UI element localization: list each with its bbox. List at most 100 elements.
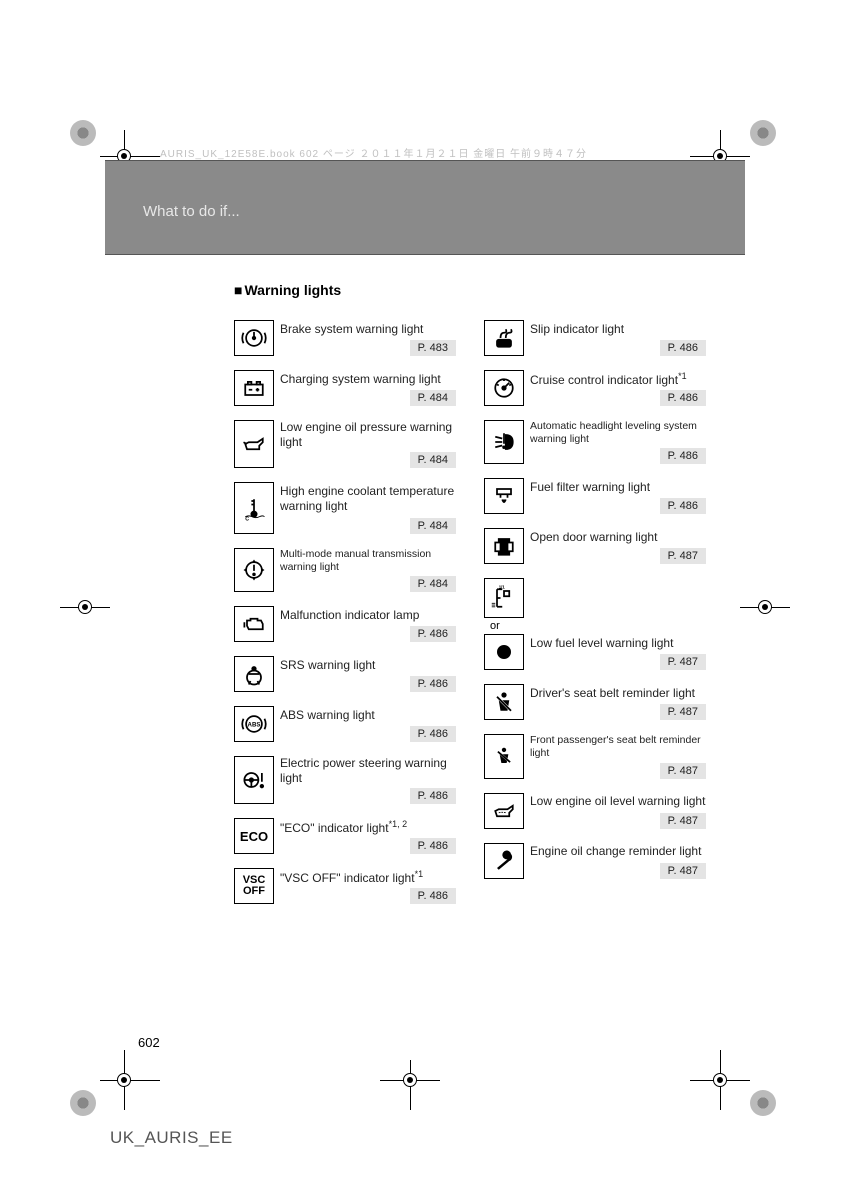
page-reference: P. 487 [660,813,706,829]
print-metadata: AURIS_UK_12E58E.book 602 ページ ２０１１年１月２１日 … [160,145,587,160]
page-reference: P. 486 [410,788,456,804]
page-reference: P. 487 [660,704,706,720]
section-title: Warning lights [234,282,341,298]
left-column: Brake system warning lightP. 483 Charging… [234,320,456,904]
or-label: or [490,620,706,632]
footer-code: UK_AURIS_EE [110,1128,233,1148]
right-column: Slip indicator lightP. 486Cruise control… [484,320,706,904]
item-body: High engine coolant temperature warning … [280,482,456,534]
page-reference: P. 484 [410,452,456,468]
item-body: Brake system warning lightP. 483 [280,320,456,356]
temp-icon: C [234,482,274,534]
page-reference: P. 486 [410,726,456,742]
door-icon [484,528,524,564]
page-reference: P. 486 [410,626,456,642]
warning-item: Multi-mode manual transmission warning l… [234,548,456,592]
fuelgauge-icon: 1/1 [484,578,524,618]
warning-item: Open door warning lightP. 487 [484,528,706,564]
page-number: 602 [138,1035,160,1050]
item-body: Charging system warning lightP. 484 [280,370,456,406]
header-title: What to do if... [143,203,240,220]
item-body: Front passenger's seat belt reminder lig… [530,734,706,778]
battery-icon [234,370,274,406]
vscoff-icon: VSCOFF [234,868,274,904]
item-body: Electric power steering warning lightP. … [280,756,456,804]
page-reference: P. 487 [660,654,706,670]
item-body: Driver's seat belt reminder lightP. 487 [530,684,706,720]
gear-exc-icon [234,548,274,592]
warning-item: Low engine oil level warning lightP. 487 [484,793,706,829]
warning-item: Automatic headlight leveling system warn… [484,420,706,464]
warning-item: Low engine oil pressure warning lightP. … [234,420,456,468]
eco-icon: ECO [234,818,274,854]
headlight-icon [484,420,524,464]
warning-item: SRS warning lightP. 486 [234,656,456,692]
item-body: Cruise control indicator light*1P. 486 [530,370,706,406]
warning-item: Fuel filter warning lightP. 486 [484,478,706,514]
page-reference: P. 487 [660,763,706,779]
oilcan-icon [234,420,274,468]
warning-item: Driver's seat belt reminder lightP. 487 [484,684,706,720]
item-body: Slip indicator lightP. 486 [530,320,706,356]
item-body: "ECO" indicator light*1, 2P. 486 [280,818,456,854]
abs-icon: ABS [234,706,274,742]
item-body: Open door warning lightP. 487 [530,528,706,564]
svg-text:C: C [245,516,249,522]
page-reference: P. 483 [410,340,456,356]
warning-item: Malfunction indicator lampP. 486 [234,606,456,642]
seatbelt-p-icon [484,734,524,778]
item-body: Low fuel level warning lightP. 487 [530,634,706,670]
warning-item: Cruise control indicator light*1P. 486 [484,370,706,406]
superscript-note: *1 [415,869,424,879]
warning-item: VSCOFF"VSC OFF" indicator light*1P. 486 [234,868,456,904]
item-body: Automatic headlight leveling system warn… [530,420,706,464]
item-body: Low engine oil level warning lightP. 487 [530,793,706,829]
page-reference: P. 486 [410,838,456,854]
item-body: ABS warning lightP. 486 [280,706,456,742]
svg-text:1/1: 1/1 [499,585,506,590]
dot-icon [484,634,524,670]
oillevel-icon [484,793,524,829]
warning-item: Electric power steering warning lightP. … [234,756,456,804]
svg-text:ABS: ABS [248,722,261,729]
item-body: SRS warning lightP. 486 [280,656,456,692]
page-header: What to do if... [105,160,745,255]
warning-item: Brake system warning lightP. 483 [234,320,456,356]
warning-item: Slip indicator lightP. 486 [484,320,706,356]
brake-icon [234,320,274,356]
cruise-icon [484,370,524,406]
warning-lights-columns: Brake system warning lightP. 483 Charging… [234,320,706,904]
page-reference: P. 487 [660,548,706,564]
srs-icon [234,656,274,692]
item-body: Engine oil change reminder lightP. 487 [530,843,706,879]
warning-item: Engine oil change reminder lightP. 487 [484,843,706,879]
item-body: Malfunction indicator lampP. 486 [280,606,456,642]
item-body: "VSC OFF" indicator light*1P. 486 [280,868,456,904]
item-body: Multi-mode manual transmission warning l… [280,548,456,592]
page-reference: P. 486 [410,676,456,692]
page-reference: P. 486 [660,390,706,406]
wrench-icon [484,843,524,879]
warning-item: Front passenger's seat belt reminder lig… [484,734,706,778]
engine-icon [234,606,274,642]
page-reference: P. 486 [660,340,706,356]
page-reference: P. 486 [410,888,456,904]
page-reference: P. 484 [410,390,456,406]
warning-item: ABS ABS warning lightP. 486 [234,706,456,742]
page-reference: P. 484 [410,518,456,534]
seatbelt-icon [484,684,524,720]
item-body: Fuel filter warning lightP. 486 [530,478,706,514]
superscript-note: *1, 2 [389,819,408,829]
page-reference: P. 484 [410,576,456,592]
page-reference: P. 486 [660,448,706,464]
slip-icon [484,320,524,356]
eps-icon [234,756,274,804]
page-reference: P. 487 [660,863,706,879]
item-body: Low engine oil pressure warning lightP. … [280,420,456,468]
page-reference: P. 486 [660,498,706,514]
warning-item: C High engine coolant temperature warning… [234,482,456,534]
fuelfilter-icon [484,478,524,514]
superscript-note: *1 [678,371,687,381]
warning-item: Charging system warning lightP. 484 [234,370,456,406]
warning-item: ECO"ECO" indicator light*1, 2P. 486 [234,818,456,854]
